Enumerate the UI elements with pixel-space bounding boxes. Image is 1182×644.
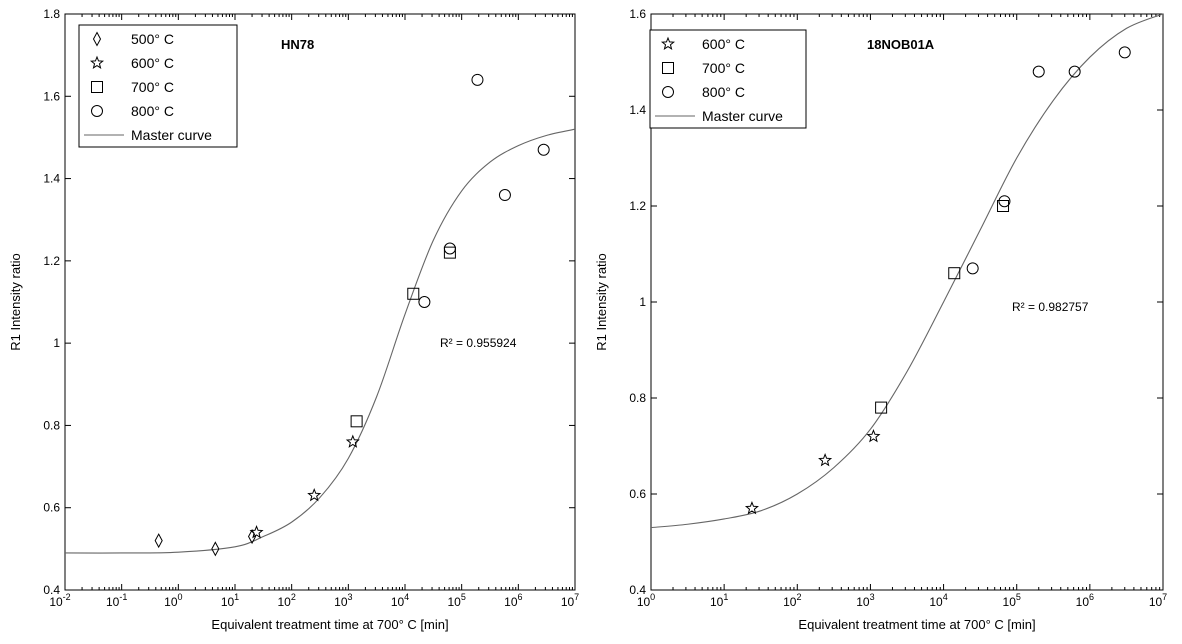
data-point-circle	[418, 296, 431, 308]
legend-marker-diamond	[92, 31, 102, 47]
legend-marker-star	[89, 55, 105, 69]
legend-label: 800° C	[702, 84, 745, 100]
x-tick-label: 101	[710, 592, 728, 609]
data-point-star	[818, 453, 833, 467]
y-axis: 0.4 0.6 0.8 1 1.2 1.4 1.6	[629, 7, 1163, 597]
legend-label: 600° C	[702, 36, 745, 52]
data-point-star	[866, 429, 881, 443]
plot-frame	[64, 13, 576, 591]
legend-marker-circle	[91, 105, 103, 117]
legend: 500° C 600° C 700° C 800° C Master curve	[78, 24, 238, 148]
y-tick-label: 1.6	[43, 89, 60, 103]
legend-label: Master curve	[702, 108, 783, 124]
data-point-star	[249, 525, 264, 539]
data-point-square	[350, 415, 363, 428]
data-point-circle	[998, 195, 1011, 208]
data-point-star	[345, 434, 360, 448]
legend: 600° C 700° C 800° C Master curve	[649, 29, 807, 129]
y-tick-label: 0.8	[629, 391, 646, 405]
data-point-circle	[1118, 46, 1131, 59]
x-tick-label: 10-1	[106, 592, 127, 609]
data-point-circle	[1068, 65, 1081, 78]
legend-marker-square	[91, 81, 103, 93]
series-diamond	[154, 528, 257, 557]
legend-marker-square	[662, 62, 674, 74]
data-point-square	[948, 267, 961, 280]
data-point-square	[997, 200, 1010, 212]
data-point-square	[875, 401, 888, 414]
y-tick-label: 1.4	[629, 103, 646, 117]
x-tick-label: 101	[221, 592, 239, 609]
chart-hn78: 10-2 10-1 100 101 102 103 104 105 106 1070.40.60.…	[8, 7, 579, 632]
x-tick-label: 102	[783, 592, 801, 609]
data-point-circle	[537, 143, 550, 156]
series-circle	[418, 73, 550, 308]
master-curve-line	[64, 128, 576, 554]
legend-marker-circle	[662, 86, 674, 98]
y-tick-label: 1.2	[629, 199, 646, 213]
legend-label: 700° C	[131, 79, 174, 95]
legend-label: 500° C	[131, 31, 174, 47]
y-tick-label: 0.4	[43, 583, 60, 597]
x-tick-label: 107	[1149, 592, 1167, 609]
data-point-diamond	[247, 528, 257, 545]
r-squared-annotation: R² = 0.982757	[1012, 300, 1089, 314]
legend-marker-star	[660, 36, 676, 50]
legend-label: 700° C	[702, 60, 745, 76]
r-squared-annotation: R² = 0.955924	[440, 336, 517, 350]
y-tick-label: 1.6	[629, 7, 646, 21]
y-tick-label: 0.6	[43, 501, 60, 515]
series-square	[350, 246, 456, 428]
y-tick-label: 1.2	[43, 254, 60, 268]
x-tick-label: 105	[1003, 592, 1021, 609]
chart-18nob01a: 100 101 102 103 104 105 106 1070.40.60.811.21.4…	[594, 7, 1167, 632]
master-curve-line	[650, 13, 1164, 529]
chart-title: HN78	[281, 37, 314, 52]
x-tick-label: 104	[929, 592, 947, 609]
series-star	[249, 434, 360, 539]
x-tick-label: 103	[856, 592, 874, 609]
data-point-circle	[1032, 65, 1045, 78]
y-tick-label: 0.4	[629, 583, 646, 597]
y-axis-label: R1 Intensity ratio	[594, 253, 609, 351]
y-axis: 0.4 0.6 0.8 1 1.2 1.4 1.6 1.8	[43, 7, 575, 597]
legend-box	[78, 24, 238, 148]
legend-label: 600° C	[131, 55, 174, 71]
x-tick-label: 106	[504, 592, 522, 609]
data-point-circle	[443, 242, 456, 255]
y-tick-label: 1	[53, 336, 60, 350]
data-point-square	[407, 287, 420, 300]
y-tick-label: 0.6	[629, 487, 646, 501]
data-point-square	[443, 246, 456, 259]
chart-title: 18NOB01A	[867, 37, 935, 52]
x-tick-label: 104	[391, 592, 409, 609]
series-circle	[966, 46, 1131, 275]
x-tick-label: 103	[334, 592, 352, 609]
data-point-circle	[471, 73, 484, 86]
y-tick-label: 0.8	[43, 418, 60, 432]
y-axis-label: R1 Intensity ratio	[8, 253, 23, 351]
data-point-circle	[498, 189, 511, 202]
series-star	[744, 429, 881, 515]
legend-label: Master curve	[131, 127, 212, 143]
x-tick-label: 105	[447, 592, 465, 609]
x-axis-label: Equivalent treatment time at 700° C [min…	[798, 617, 1035, 632]
x-tick-label: 102	[277, 592, 295, 609]
x-axis-label: Equivalent treatment time at 700° C [min…	[211, 617, 448, 632]
x-tick-label: 100	[164, 592, 182, 609]
x-tick-label: 106	[1076, 592, 1094, 609]
y-tick-label: 1.8	[43, 7, 60, 21]
x-tick-label: 107	[561, 592, 579, 609]
legend-label: 800° C	[131, 103, 174, 119]
data-point-diamond	[211, 541, 220, 557]
legend-box	[649, 29, 807, 129]
data-point-star	[744, 501, 759, 515]
data-point-star	[307, 487, 322, 502]
y-tick-label: 1	[639, 295, 646, 309]
data-point-circle	[966, 262, 979, 275]
series-square	[875, 200, 1010, 414]
y-tick-label: 1.4	[43, 172, 60, 186]
data-point-diamond	[154, 533, 163, 549]
